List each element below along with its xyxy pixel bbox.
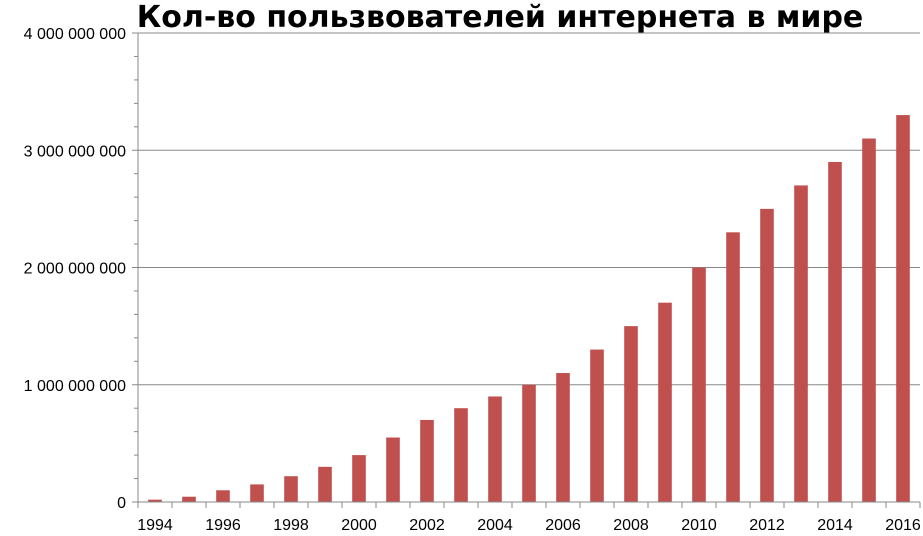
x-tick-label: 2004 (477, 517, 513, 534)
bar-2005 (522, 384, 536, 502)
chart-title: Кол-во пользвователей интернета в мире (136, 0, 864, 35)
bar-2010 (692, 267, 706, 502)
x-tick-label: 2012 (749, 517, 785, 534)
bar-2008 (624, 326, 638, 502)
bar-1999 (318, 466, 332, 502)
bar-2014 (828, 161, 842, 502)
bar-2007 (590, 349, 604, 502)
x-tick-label: 1996 (205, 517, 241, 534)
bar-1995 (182, 496, 196, 502)
x-tick-label: 2016 (885, 517, 921, 534)
bar-2013 (794, 185, 808, 503)
bar-2000 (352, 455, 366, 502)
bar-2009 (658, 302, 672, 502)
bar-2012 (760, 208, 774, 502)
x-axis-labels: 1994 1996 1998 2000 2002 2004 2006 2008 2010 2012… (137, 517, 921, 534)
bar-1997 (250, 484, 264, 502)
x-tick-label: 2002 (409, 517, 445, 534)
bar-2003 (454, 408, 468, 502)
y-tick-label: 0 (117, 495, 126, 512)
axes (132, 32, 921, 508)
x-tick-label: 2000 (341, 517, 377, 534)
y-axis-labels: 0 1 000 000 000 2 000 000 000 3 000 000 000… (24, 26, 126, 512)
y-tick-label: 2 000 000 000 (24, 261, 126, 278)
bar-1998 (284, 476, 298, 502)
bar-2015 (862, 138, 876, 502)
bar-1994 (148, 499, 162, 502)
gridlines (138, 32, 920, 386)
y-tick-label: 3 000 000 000 (24, 143, 126, 160)
x-tick-label: 1998 (273, 517, 309, 534)
bar-2016 (896, 115, 910, 502)
bar-2002 (420, 419, 434, 502)
x-tick-label: 2008 (613, 517, 649, 534)
bar-2006 (556, 373, 570, 502)
y-tick-label: 4 000 000 000 (24, 26, 126, 43)
y-tick-label: 1 000 000 000 (24, 378, 126, 395)
bar-2004 (488, 396, 502, 502)
x-tick-label: 2010 (681, 517, 717, 534)
x-tick-label: 2014 (817, 517, 853, 534)
bar-2011 (726, 232, 740, 502)
bar-2001 (386, 437, 400, 502)
bar-1996 (216, 490, 230, 502)
x-tick-label: 2006 (545, 517, 581, 534)
x-tick-label: 1994 (137, 517, 173, 534)
bars (148, 115, 910, 503)
